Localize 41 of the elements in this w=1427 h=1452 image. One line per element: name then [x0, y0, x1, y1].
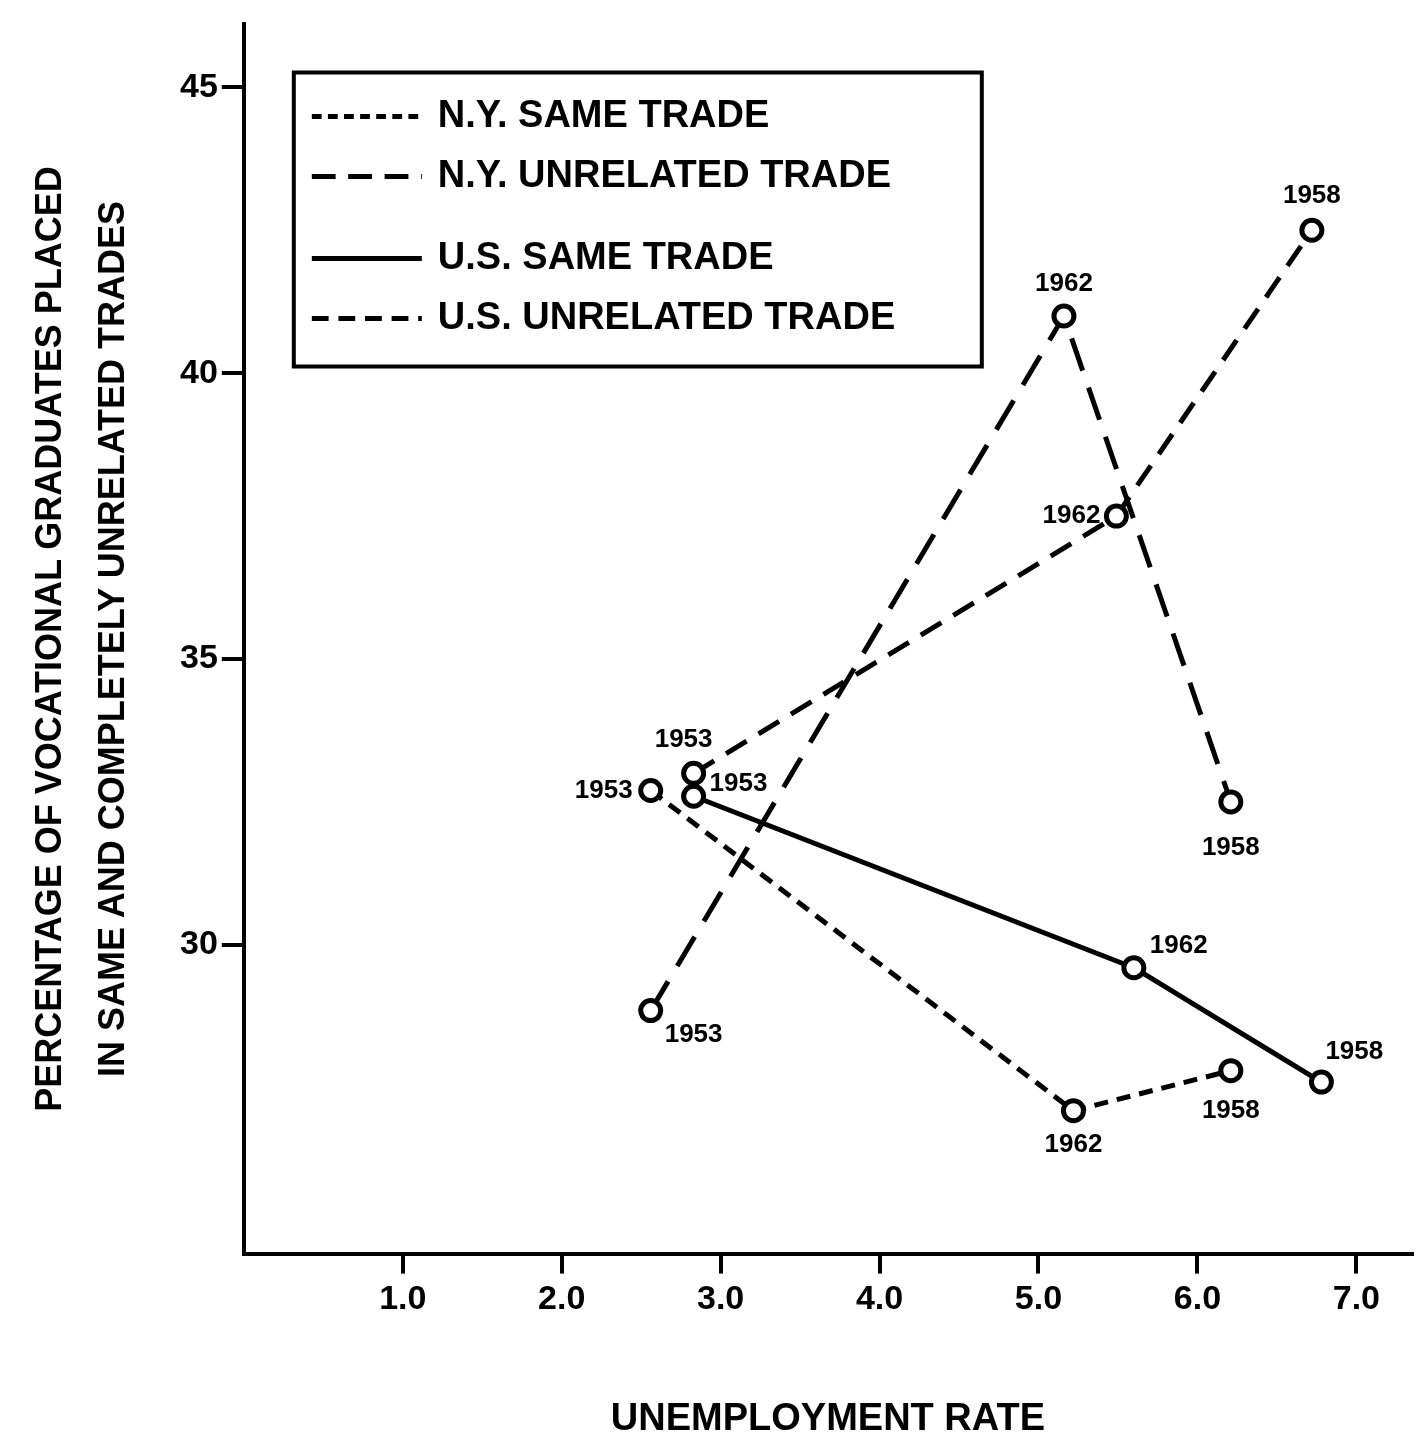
y-tick-label: 30 — [179, 923, 218, 962]
y-axis-title: PERCENTAGE OF VOCATIONAL GRADUATES PLACED IN SAME AND COMPLETELY UNRELATED TRADES — [28, 166, 133, 1112]
annotation: 1962 — [1042, 499, 1101, 530]
point — [1103, 503, 1129, 529]
point — [638, 998, 664, 1024]
annotation: 1953 — [664, 1017, 723, 1048]
point — [1218, 789, 1244, 815]
point — [1218, 1058, 1244, 1084]
x-tick-label: 2.0 — [538, 1278, 586, 1317]
annotation: 1962 — [1149, 928, 1208, 959]
point — [1121, 955, 1147, 981]
point — [681, 760, 707, 786]
legend-label: U.S. UNRELATED TRADE — [437, 294, 896, 337]
annotation: 1962 — [1035, 267, 1093, 298]
legend-label: U.S. SAME TRADE — [437, 234, 774, 277]
point — [1051, 303, 1077, 329]
annotation: 1958 — [1201, 831, 1260, 862]
point — [1299, 217, 1325, 243]
legend-label: N.Y. SAME TRADE — [437, 92, 770, 135]
x-tick-label: 3.0 — [696, 1278, 745, 1317]
annotation: 1958 — [1282, 179, 1341, 210]
x-tick-label: 6.0 — [1173, 1278, 1222, 1317]
annotation: 1953 — [654, 722, 713, 753]
annotation: 1953 — [574, 773, 633, 804]
point — [1060, 1098, 1086, 1124]
point — [681, 783, 707, 809]
y-tick-label: 45 — [179, 65, 218, 104]
y-tick-label: 40 — [179, 351, 218, 390]
annotation: 1953 — [709, 767, 768, 798]
y-tick-label: 35 — [179, 637, 218, 676]
x-tick-label: 5.0 — [1014, 1278, 1063, 1317]
x-tick-label: 1.0 — [379, 1278, 427, 1317]
x-tick-label: 4.0 — [855, 1278, 904, 1317]
x-tick-label: 7.0 — [1332, 1278, 1381, 1317]
x-axis-title: UNEMPLOYMENT RATE — [610, 1395, 1045, 1438]
point — [1308, 1069, 1334, 1095]
legend-label: N.Y. UNRELATED TRADE — [437, 152, 892, 195]
annotation: 1958 — [1325, 1035, 1384, 1066]
point — [638, 778, 664, 804]
annotation: 1962 — [1044, 1127, 1103, 1158]
annotation: 1958 — [1201, 1093, 1260, 1124]
